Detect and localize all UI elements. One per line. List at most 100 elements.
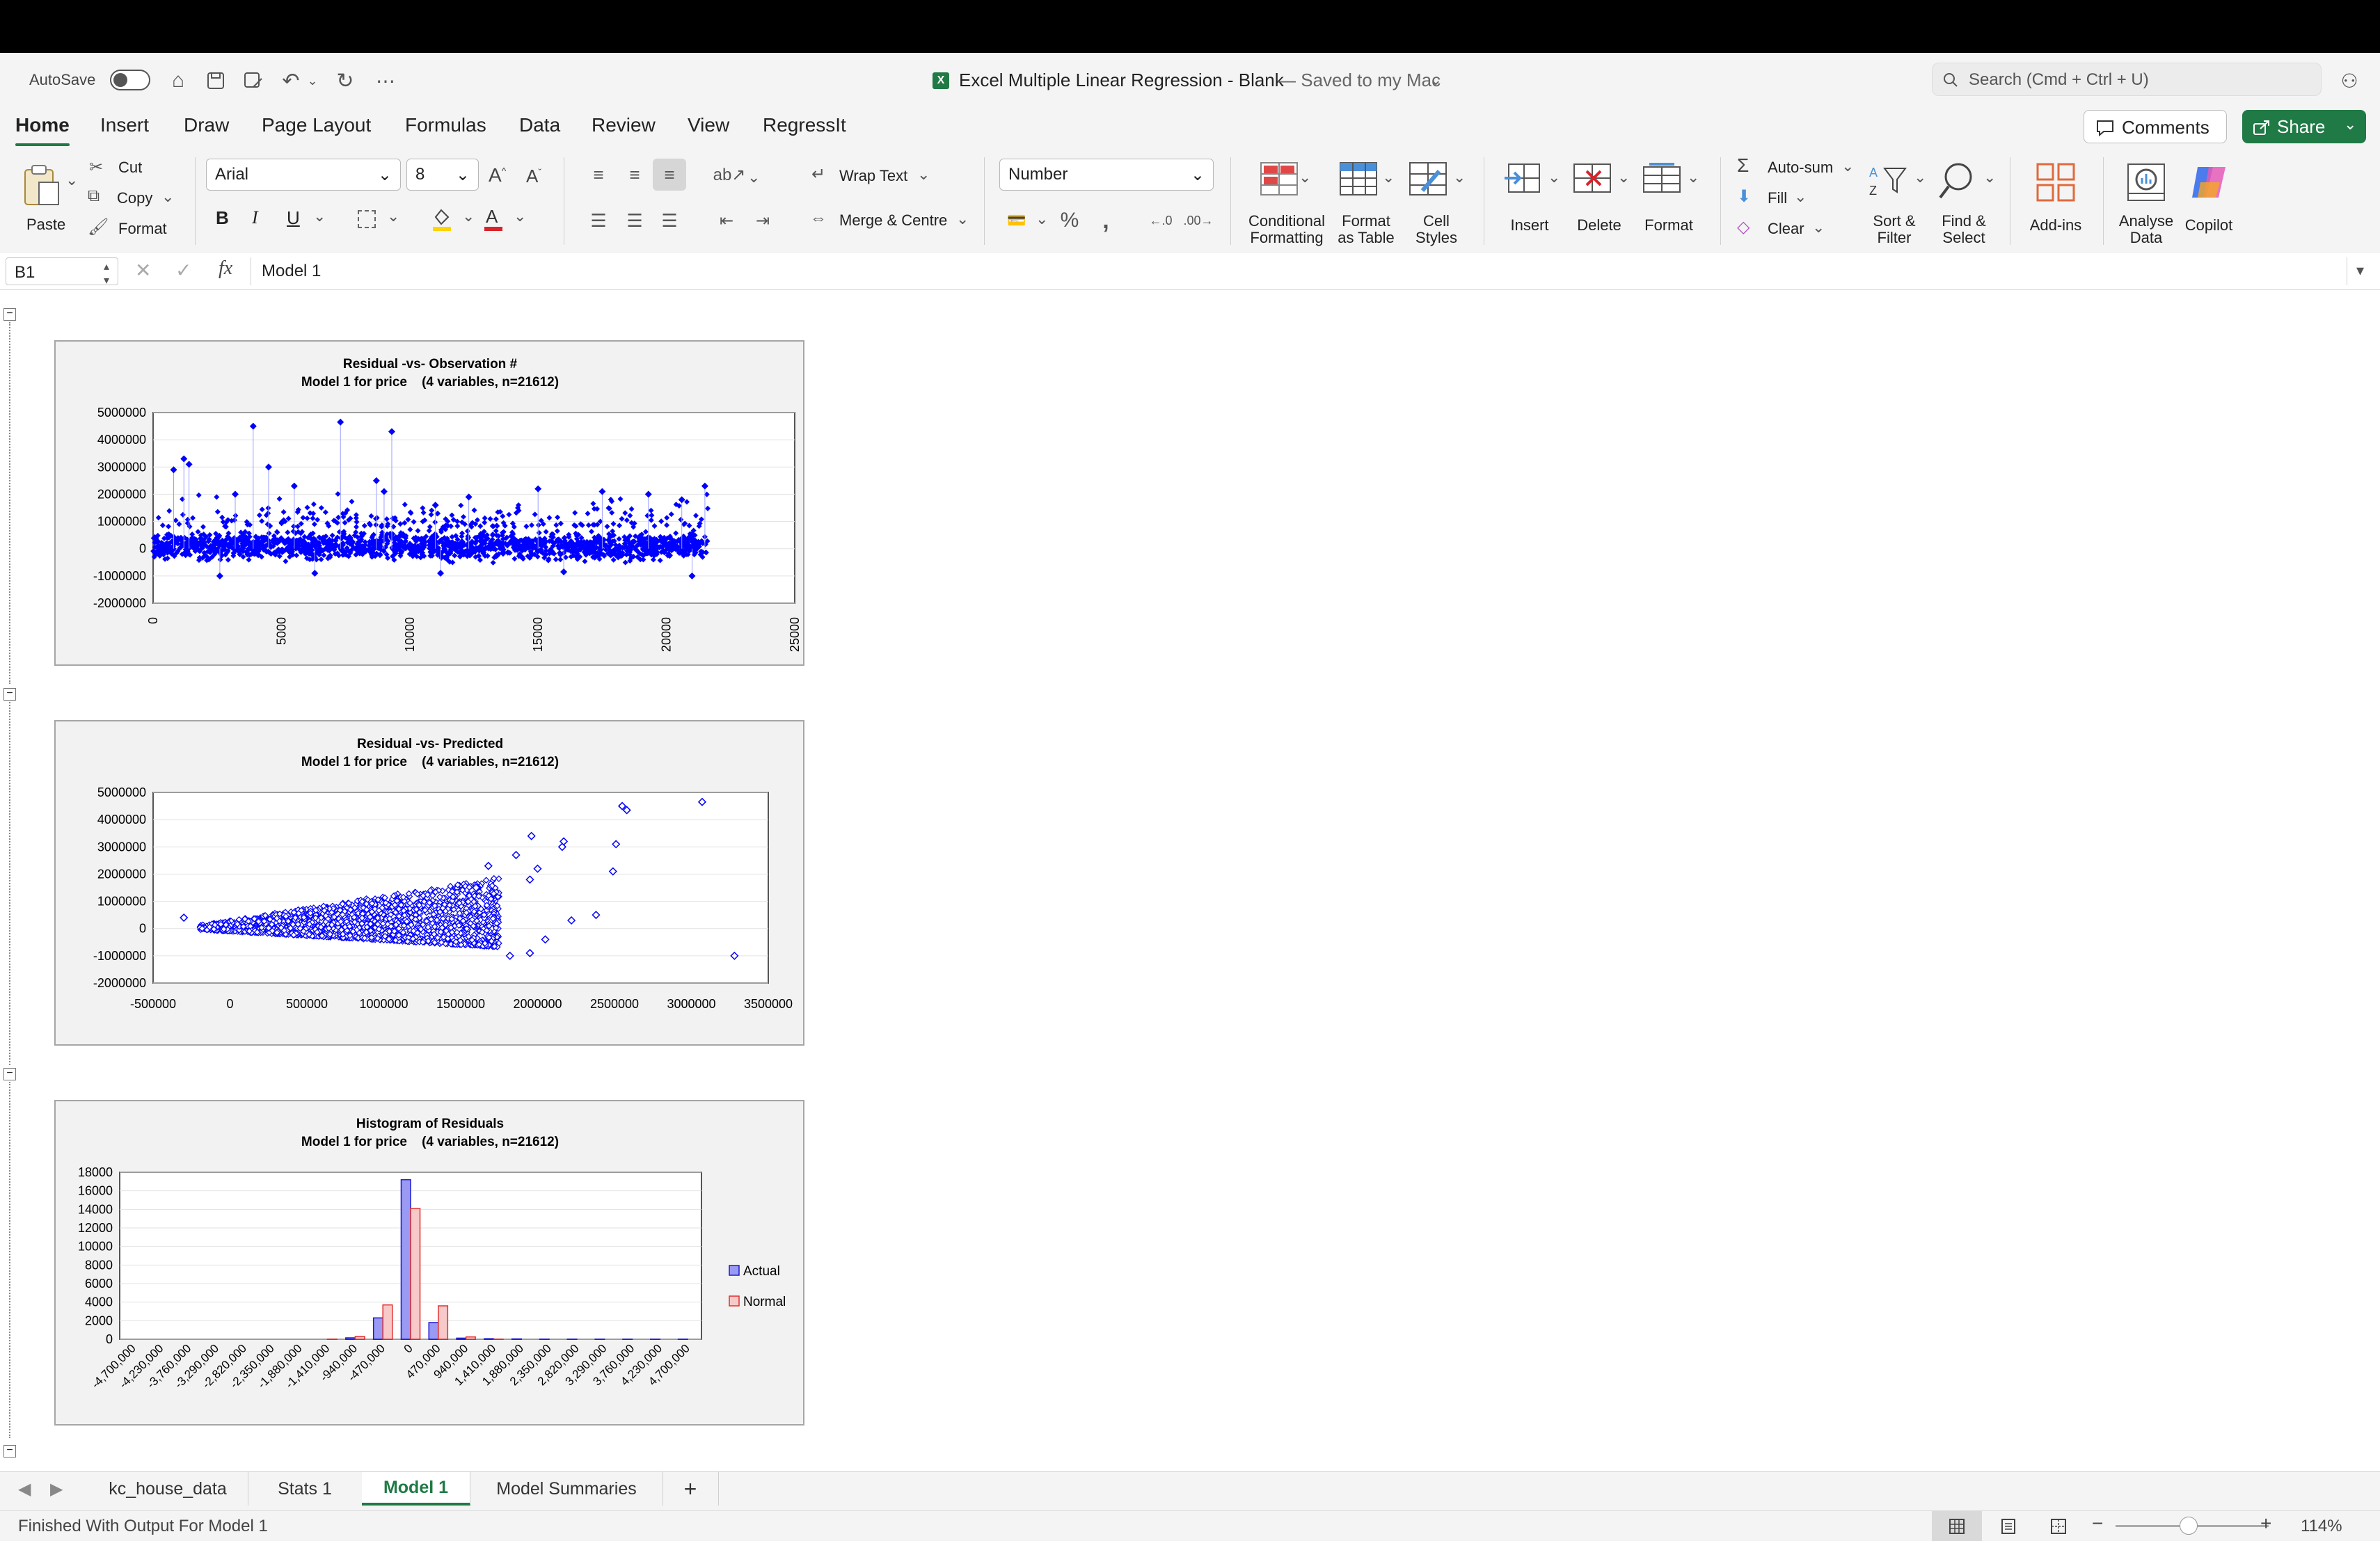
search-box[interactable]: Search (Cmd + Ctrl + U) [1932,63,2322,96]
bold-button[interactable]: B [216,207,229,229]
undo-dropdown-icon[interactable]: ⌄ [305,70,320,92]
scroll-left-icon[interactable]: ◀ [18,1479,31,1499]
name-box[interactable]: B1 ▴▾ [6,257,118,285]
zoom-slider[interactable] [2116,1525,2269,1527]
autosave-toggle[interactable] [110,70,150,90]
share-button[interactable]: Share ⌄ [2242,110,2366,143]
increase-indent-icon[interactable]: ⇥ [746,205,779,237]
align-center-icon[interactable]: ☰ [618,205,651,237]
sheet-tab-model-summaries[interactable]: Model Summaries [470,1472,663,1506]
analyse-data-button[interactable]: Analyse Data [2113,159,2180,249]
insert-cells-button[interactable]: ⌄ Insert [1496,159,1563,249]
italic-button[interactable]: I [252,207,258,228]
add-ins-button[interactable]: Add-ins [2021,159,2091,249]
font-color-dropdown-icon[interactable]: ⌄ [514,207,526,225]
wrap-text-dropdown-icon[interactable]: ⌄ [917,166,930,184]
align-top-icon[interactable]: ≡ [582,159,615,191]
residual-vs-predicted-chart[interactable]: Residual -vs- Predicted Model 1 for pric… [54,720,804,1046]
borders-icon[interactable] [358,210,376,228]
tab-insert[interactable]: Insert [100,114,149,136]
name-box-stepper-icon[interactable]: ▴▾ [104,260,109,287]
sheet-tab-kc-house-data[interactable]: kc_house_data [88,1472,248,1506]
undo-icon[interactable]: ↶ [277,67,305,95]
accounting-dropdown-icon[interactable]: ⌄ [1036,210,1048,228]
saved-status[interactable]: — Saved to my Mac [1278,70,1441,91]
zoom-slider-thumb[interactable] [2180,1517,2198,1535]
find-select-button[interactable]: ⌄ Find & Select [1930,159,1997,249]
home-icon[interactable]: ⌂ [164,67,192,95]
account-icon[interactable]: ⚇ [2335,67,2363,95]
outline-collapse-button[interactable]: − [3,1068,16,1080]
expand-formula-bar-icon[interactable]: ▾ [2356,262,2364,280]
number-format-select[interactable]: Number⌄ [999,159,1214,191]
outline-collapse-button[interactable]: − [3,688,16,701]
autosum-button[interactable]: Auto-sum [1768,159,1833,177]
histogram-of-residuals-chart[interactable]: Histogram of Residuals Model 1 for price… [54,1100,804,1426]
outline-collapse-button[interactable]: − [3,308,16,321]
tab-regressit[interactable]: RegressIt [763,114,846,136]
format-as-table-button[interactable]: ⌄ Format as Table [1333,159,1399,249]
sheet-tab-stats-1[interactable]: Stats 1 [248,1472,363,1506]
align-left-icon[interactable]: ☰ [582,205,615,237]
formula-content[interactable]: Model 1 [262,262,321,281]
align-bottom-icon[interactable]: ≡ [653,159,686,191]
wrap-text-button[interactable]: Wrap Text [839,167,907,185]
underline-button[interactable]: U [287,207,300,229]
worksheet-area[interactable]: − − − − Residual -vs- Observation # Mode… [0,290,2380,1471]
borders-dropdown-icon[interactable]: ⌄ [387,207,399,225]
fill-color-dropdown-icon[interactable]: ⌄ [462,207,475,225]
increase-decimal-icon[interactable]: ←.0 [1144,205,1177,237]
tab-data[interactable]: Data [519,114,560,136]
font-size-select[interactable]: 8⌄ [406,159,479,191]
page-break-view-button[interactable] [2035,1511,2082,1541]
decrease-decimal-icon[interactable]: .00→ [1182,205,1215,237]
copilot-button[interactable]: Copilot [2177,159,2241,249]
tab-page-layout[interactable]: Page Layout [262,114,371,136]
outline-collapse-button[interactable]: − [3,1445,16,1458]
normal-view-button[interactable] [1932,1511,1982,1541]
residual-vs-observation-chart[interactable]: Residual -vs- Observation # Model 1 for … [54,340,804,666]
autosum-dropdown-icon[interactable]: ⌄ [1841,157,1854,175]
paste-dropdown-icon[interactable]: ⌄ [65,171,78,189]
orientation-dropdown-icon[interactable]: ⌄ [747,168,760,186]
tab-home[interactable]: Home [15,114,70,136]
cancel-icon[interactable]: ✕ [135,259,151,282]
save-icon[interactable] [202,67,230,95]
clear-dropdown-icon[interactable]: ⌄ [1812,218,1825,237]
underline-dropdown-icon[interactable]: ⌄ [313,207,326,225]
tab-view[interactable]: View [688,114,729,136]
sheet-tab-model-1[interactable]: Model 1 [362,1472,470,1506]
saved-status-chevron-icon[interactable]: ⌄ [1429,71,1442,89]
redo-icon[interactable]: ↻ [331,67,359,95]
add-sheet-button[interactable]: + [663,1472,719,1506]
copy-dropdown-icon[interactable]: ⌄ [161,188,174,206]
function-icon[interactable]: fx [219,257,232,280]
increase-font-icon[interactable]: A^ [489,164,506,186]
merge-dropdown-icon[interactable]: ⌄ [956,210,969,228]
accounting-format-icon[interactable]: 💳 [1002,205,1031,237]
zoom-in-icon[interactable]: + [2260,1512,2271,1535]
tab-formulas[interactable]: Formulas [405,114,486,136]
font-name-select[interactable]: Arial⌄ [206,159,401,191]
tab-review[interactable]: Review [592,114,656,136]
conditional-formatting-button[interactable]: ⌄ Conditional Formatting [1240,159,1333,249]
merge-centre-button[interactable]: Merge & Centre [839,211,947,230]
font-color-icon[interactable]: A [483,206,504,231]
orientation-icon[interactable]: ab↗ [713,159,746,191]
decrease-font-icon[interactable]: Aˇ [526,166,541,187]
format-painter-button[interactable]: Format [118,220,167,238]
save-as-icon[interactable] [239,67,267,95]
clear-button[interactable]: Clear [1768,220,1804,238]
align-right-icon[interactable]: ☰ [653,205,686,237]
page-layout-view-button[interactable] [1985,1511,2032,1541]
copy-button[interactable]: Copy [117,189,152,207]
more-icon[interactable]: ⋯ [372,67,399,95]
fill-button[interactable]: Fill [1768,189,1787,207]
decrease-indent-icon[interactable]: ⇤ [710,205,743,237]
fill-color-icon[interactable] [431,207,452,231]
tab-draw[interactable]: Draw [184,114,229,136]
format-cells-button[interactable]: ⌄ Format [1635,159,1702,249]
confirm-icon[interactable]: ✓ [175,259,191,282]
align-middle-icon[interactable]: ≡ [618,159,651,191]
